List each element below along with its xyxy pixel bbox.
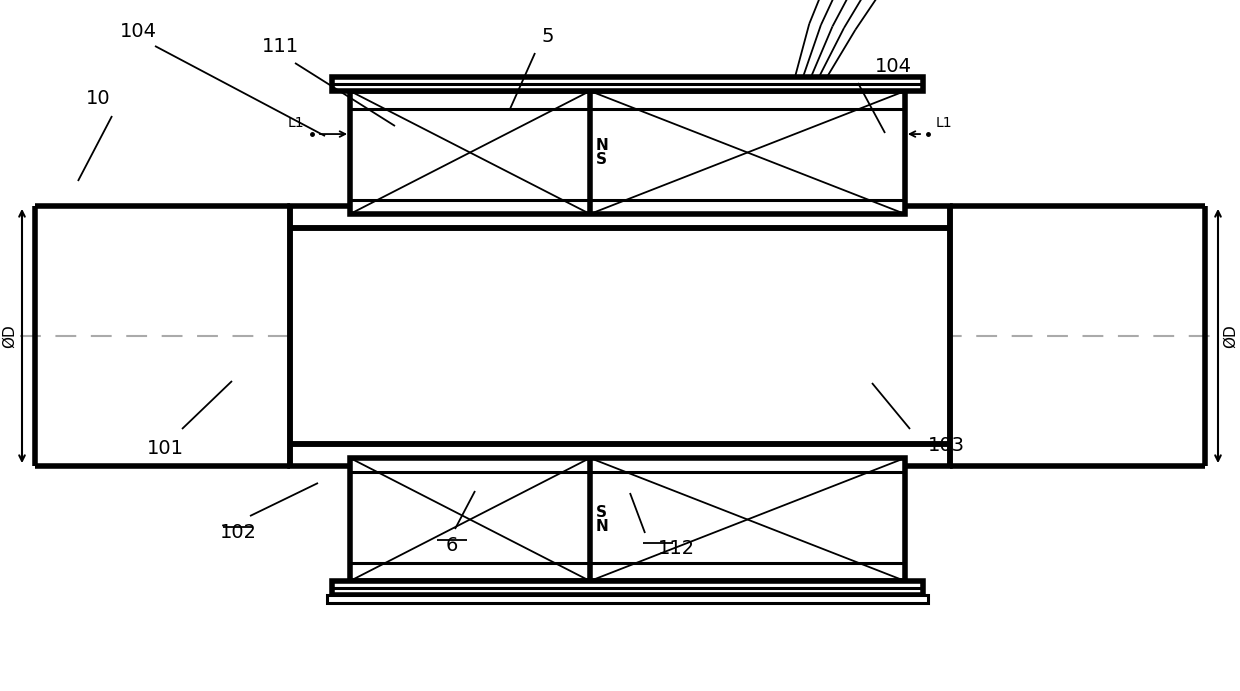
Text: ØD: ØD xyxy=(1223,324,1238,348)
Bar xyxy=(350,91,905,214)
Text: 102: 102 xyxy=(219,523,257,542)
Text: S: S xyxy=(596,152,608,167)
Text: L1: L1 xyxy=(936,116,952,130)
Text: 104: 104 xyxy=(119,22,156,41)
Text: L1: L1 xyxy=(288,116,304,130)
Bar xyxy=(332,77,923,91)
Text: S: S xyxy=(596,505,608,520)
Text: 6: 6 xyxy=(446,536,459,555)
Text: N: N xyxy=(596,519,609,534)
Text: 112: 112 xyxy=(658,539,696,558)
Text: 103: 103 xyxy=(928,436,965,455)
Bar xyxy=(350,458,905,581)
Text: ØD: ØD xyxy=(2,324,17,348)
Text: 111: 111 xyxy=(262,37,299,56)
Bar xyxy=(290,206,950,466)
Text: 104: 104 xyxy=(875,57,911,76)
Text: 10: 10 xyxy=(86,89,110,108)
Text: 101: 101 xyxy=(146,439,184,458)
Text: 5: 5 xyxy=(542,27,554,46)
Bar xyxy=(332,581,923,595)
Text: N: N xyxy=(596,138,609,153)
Bar xyxy=(327,595,928,603)
